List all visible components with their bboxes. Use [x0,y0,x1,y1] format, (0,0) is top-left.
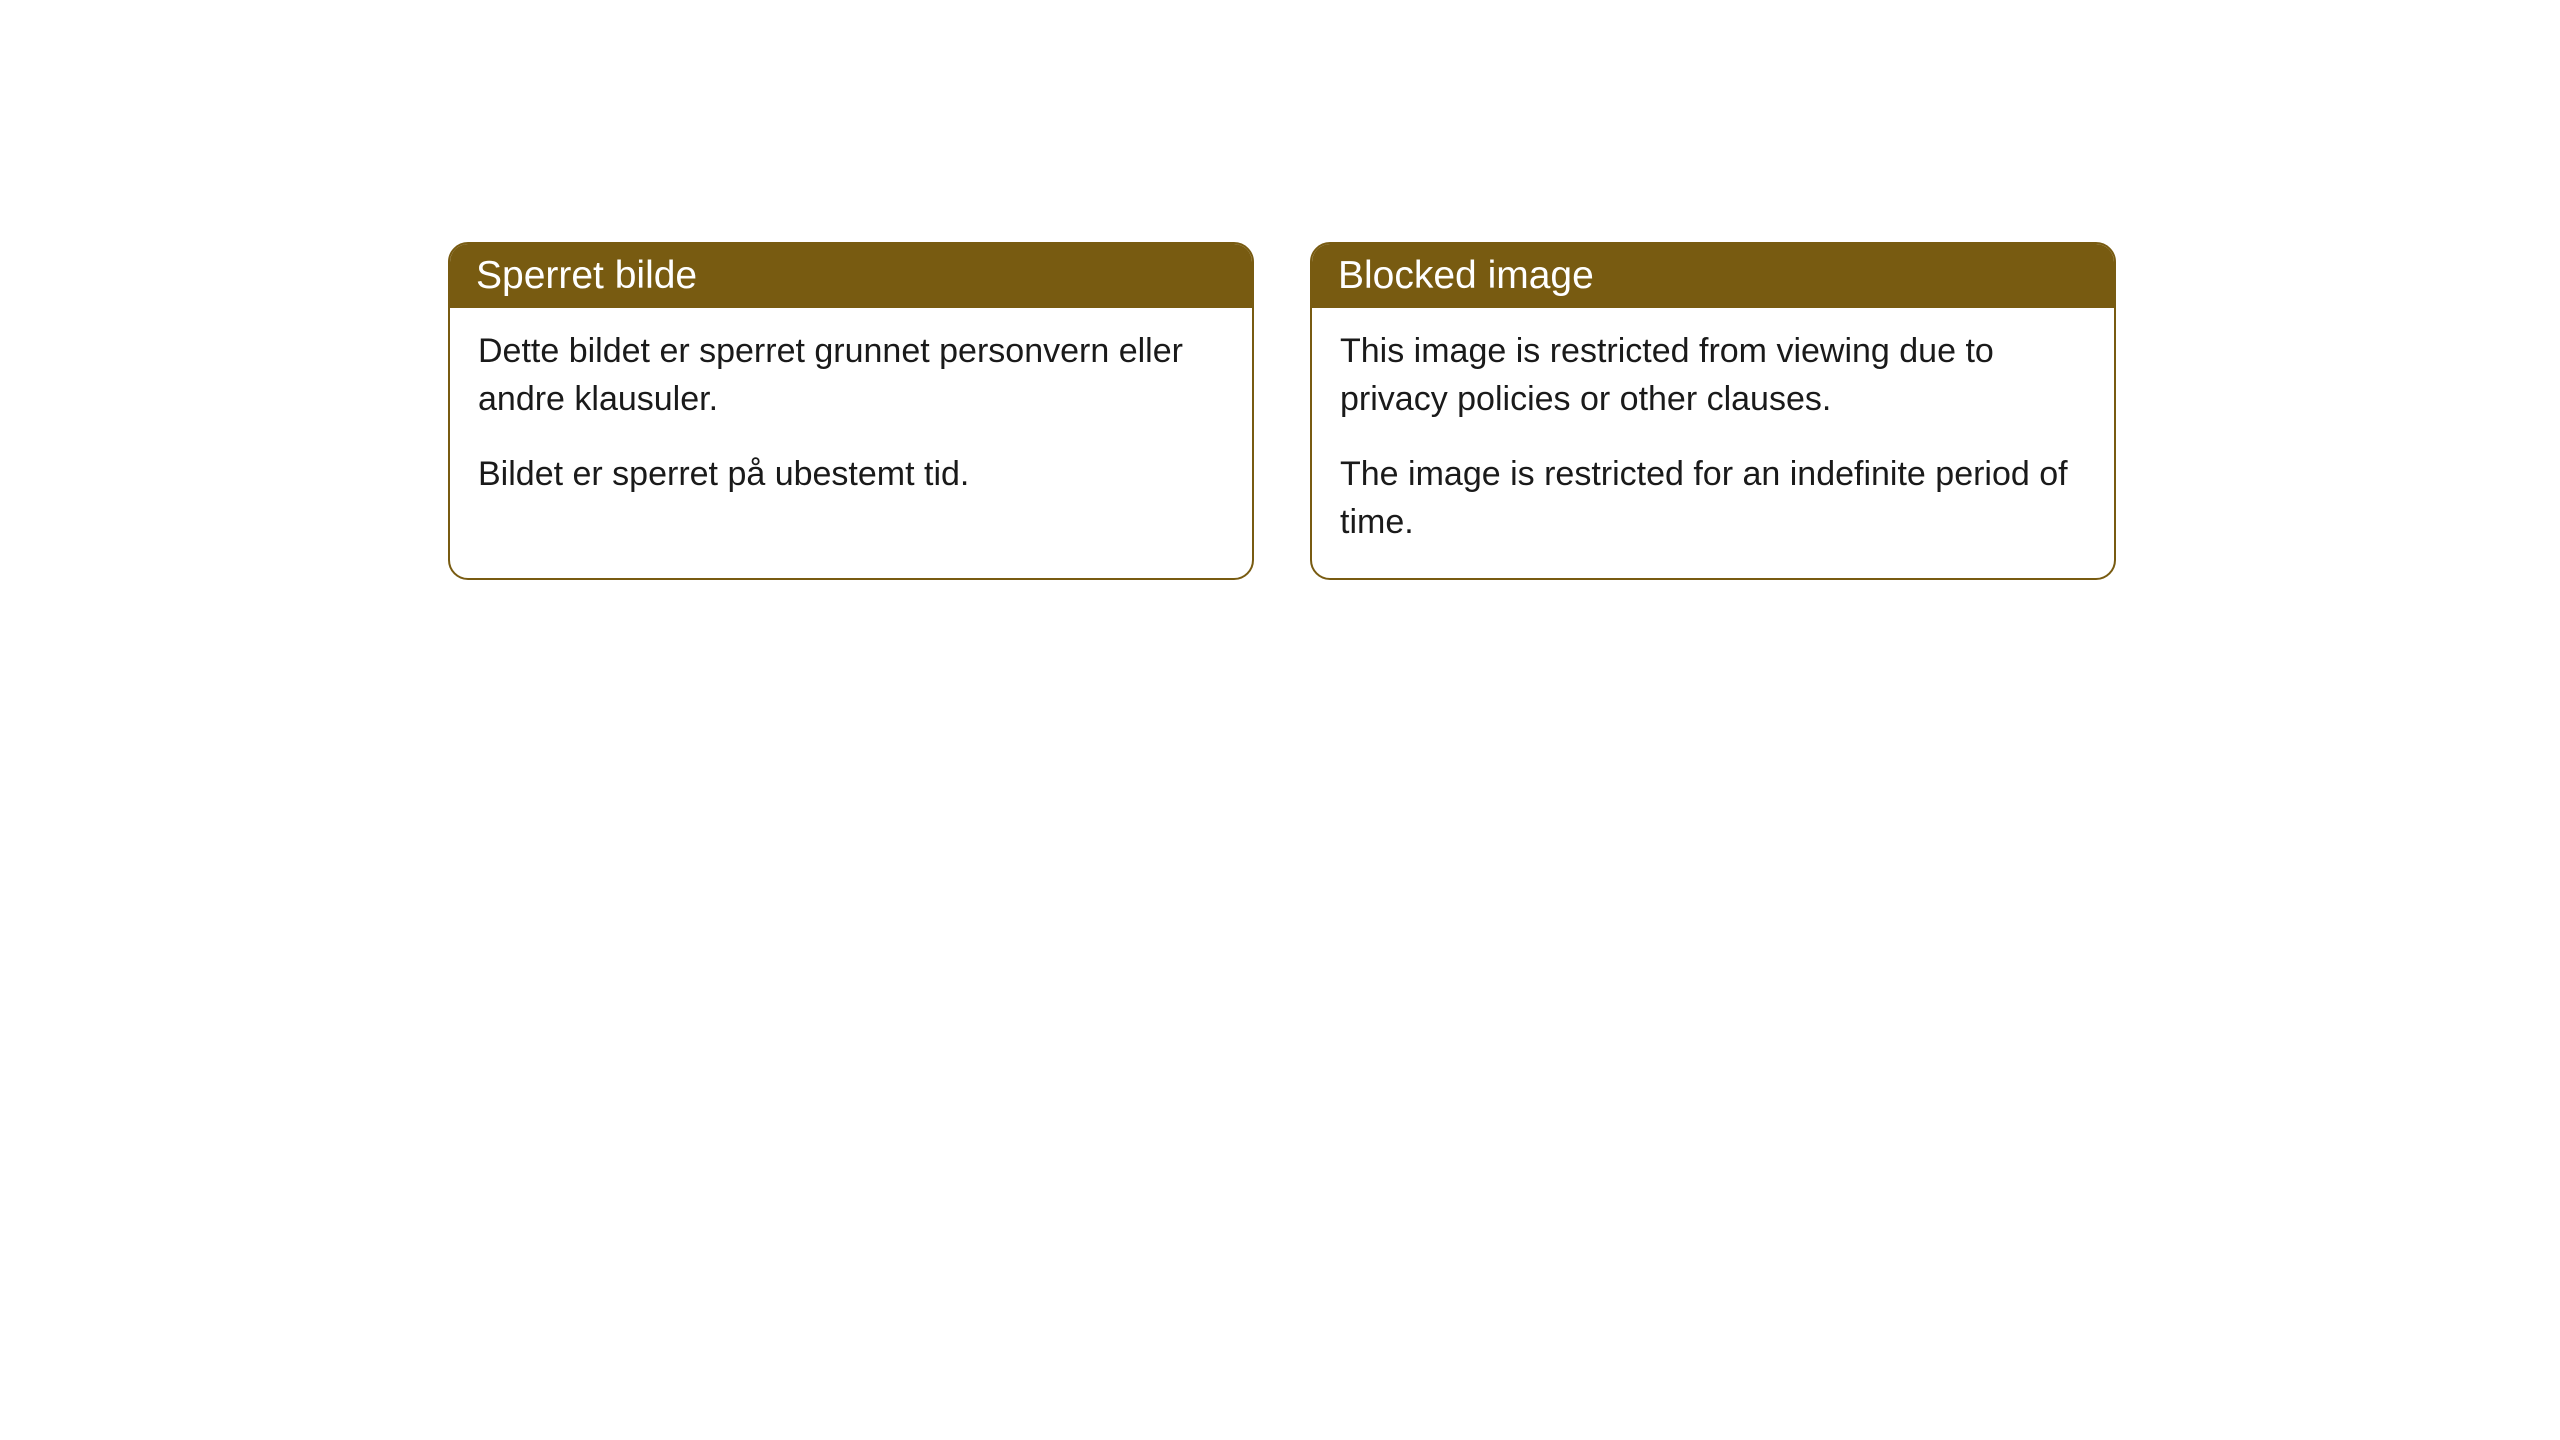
card-header-norwegian: Sperret bilde [450,244,1252,308]
card-title: Sperret bilde [476,254,697,297]
card-title: Blocked image [1338,254,1594,297]
card-header-english: Blocked image [1312,244,2114,308]
notice-cards-container: Sperret bilde Dette bildet er sperret gr… [0,0,2560,580]
card-paragraph: This image is restricted from viewing du… [1340,328,2086,423]
card-paragraph: Dette bildet er sperret grunnet personve… [478,328,1224,423]
card-paragraph: The image is restricted for an indefinit… [1340,451,2086,546]
card-body-norwegian: Dette bildet er sperret grunnet personve… [450,308,1252,531]
card-body-english: This image is restricted from viewing du… [1312,308,2114,578]
blocked-image-card-norwegian: Sperret bilde Dette bildet er sperret gr… [448,242,1254,580]
card-paragraph: Bildet er sperret på ubestemt tid. [478,451,1224,499]
blocked-image-card-english: Blocked image This image is restricted f… [1310,242,2116,580]
